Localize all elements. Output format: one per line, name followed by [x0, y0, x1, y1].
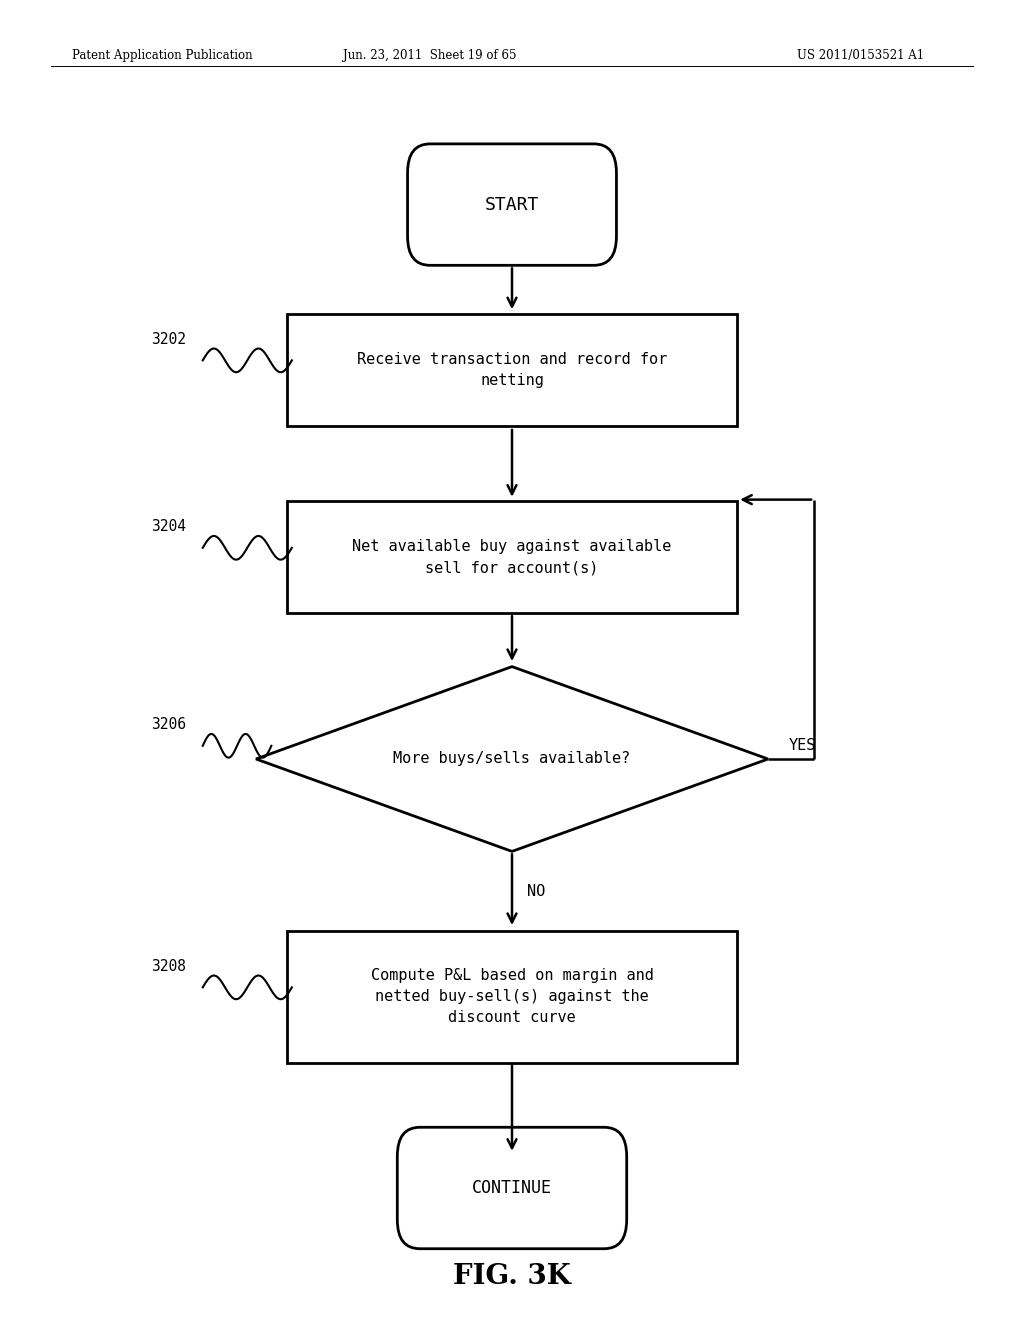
FancyBboxPatch shape	[397, 1127, 627, 1249]
Text: 3208: 3208	[152, 958, 186, 974]
Text: 3202: 3202	[152, 331, 186, 347]
Text: YES: YES	[788, 738, 816, 754]
Text: Net available buy against available
sell for account(s): Net available buy against available sell…	[352, 539, 672, 576]
Text: 3206: 3206	[152, 717, 186, 733]
Text: Receive transaction and record for
netting: Receive transaction and record for netti…	[357, 351, 667, 388]
Text: START: START	[484, 195, 540, 214]
FancyBboxPatch shape	[408, 144, 616, 265]
Text: FIG. 3K: FIG. 3K	[453, 1263, 571, 1290]
Text: Patent Application Publication: Patent Application Publication	[72, 49, 252, 62]
Text: US 2011/0153521 A1: US 2011/0153521 A1	[797, 49, 924, 62]
Text: CONTINUE: CONTINUE	[472, 1179, 552, 1197]
Bar	[287, 314, 737, 425]
Polygon shape	[256, 667, 768, 851]
Text: More buys/sells available?: More buys/sells available?	[393, 751, 631, 767]
Bar	[287, 502, 737, 612]
Text: 3204: 3204	[152, 519, 186, 535]
Text: Compute P&L based on margin and
netted buy-sell(s) against the
discount curve: Compute P&L based on margin and netted b…	[371, 968, 653, 1026]
Text: NO: NO	[527, 883, 546, 899]
Text: Jun. 23, 2011  Sheet 19 of 65: Jun. 23, 2011 Sheet 19 of 65	[343, 49, 517, 62]
Bar	[287, 931, 737, 1063]
